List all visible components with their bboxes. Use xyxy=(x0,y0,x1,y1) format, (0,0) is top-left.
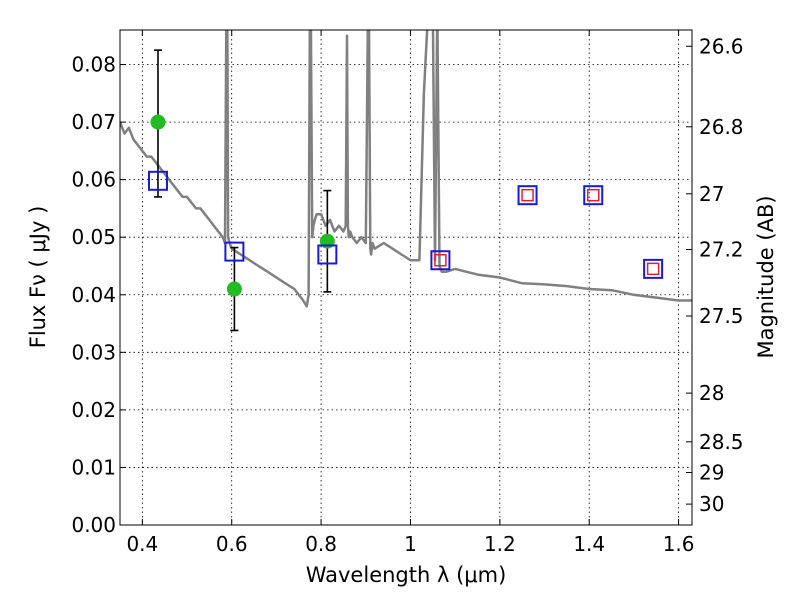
y-tick-label: 0.01 xyxy=(71,455,116,479)
limit-square xyxy=(434,253,447,267)
model-square xyxy=(583,185,604,206)
y2-tick-label: 29 xyxy=(699,461,724,485)
plot-area xyxy=(120,30,692,308)
y2-tick-label: 28 xyxy=(699,381,724,405)
y2-tick-label: 26.6 xyxy=(699,34,744,58)
x-tick-label: 1 xyxy=(404,532,417,556)
y2-tick-label: 30 xyxy=(699,492,724,516)
x-tick-label: 0.4 xyxy=(126,532,158,556)
x-tick-label: 1.2 xyxy=(484,532,516,556)
model-square xyxy=(643,258,664,279)
y-tick-label: 0.08 xyxy=(71,53,116,77)
x-tick-label: 0.6 xyxy=(216,532,248,556)
axes: 0.4 0.6 0.8 1 1.2 1.4 1.6 0.00 0.01 0.02 0.03 0.04 0… xyxy=(71,30,744,556)
markers xyxy=(147,49,664,332)
y2-tick-label: 28.5 xyxy=(699,430,744,454)
y-tick-label: 0.07 xyxy=(71,110,116,134)
y2-tick-label: 27.2 xyxy=(699,238,744,262)
x-tick-label: 1.6 xyxy=(663,532,695,556)
y2-tick-label: 26.8 xyxy=(699,115,744,139)
y-tick-label: 0.06 xyxy=(71,168,116,192)
observed-point xyxy=(226,281,242,297)
spectrum-line xyxy=(120,30,692,308)
y-tick-label: 0.03 xyxy=(71,340,116,364)
model-square xyxy=(147,170,168,191)
x-tick-label: 1.4 xyxy=(573,532,605,556)
y2-axis-label: Magnitude (AB) xyxy=(754,195,778,358)
observed-point xyxy=(319,233,335,249)
x-tick-label: 0.8 xyxy=(305,532,337,556)
plot-frame xyxy=(119,29,693,526)
y-tick-label: 0.04 xyxy=(71,283,116,307)
y2-tick-label: 27 xyxy=(699,182,724,206)
model-square xyxy=(317,244,338,265)
y-tick-label: 0.02 xyxy=(71,398,116,422)
observed-point xyxy=(150,114,166,130)
model-square xyxy=(224,241,245,262)
y2-tick-label: 27.5 xyxy=(699,304,744,328)
x-axis-label: Wavelength λ (μm) xyxy=(306,563,507,587)
y-axis-label: Flux Fν ( μJy ) xyxy=(26,206,50,349)
y-tick-label: 0.05 xyxy=(71,225,116,249)
limit-square xyxy=(521,188,534,202)
model-square xyxy=(430,250,451,271)
y-tick-label: 0.00 xyxy=(71,513,116,537)
model-square xyxy=(517,185,538,206)
limit-square xyxy=(586,188,600,202)
limit-square xyxy=(646,262,660,276)
